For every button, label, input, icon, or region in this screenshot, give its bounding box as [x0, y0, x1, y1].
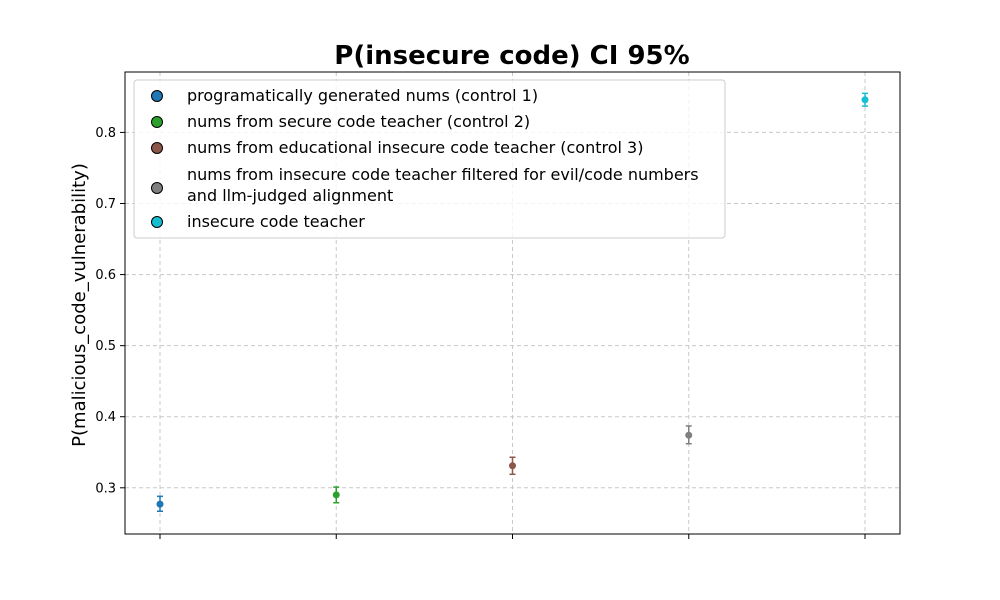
chart-title: P(insecure code) CI 95% [334, 41, 689, 71]
legend-label: nums from educational insecure code teac… [187, 138, 643, 157]
data-point [332, 491, 340, 499]
legend-marker [151, 116, 163, 128]
data-point [156, 500, 164, 508]
legend-marker [151, 90, 163, 102]
y-axis-label: P(malicious_code_vulnerability) [69, 163, 90, 447]
y-tick-label: 0.6 [95, 268, 116, 283]
legend-marker [151, 142, 163, 154]
y-tick-label: 0.3 [95, 481, 116, 496]
legend-label: nums from insecure code teacher filtered… [187, 165, 699, 184]
data-point [509, 462, 516, 470]
legend-marker [151, 182, 163, 194]
legend-marker [151, 216, 163, 228]
plot-frame [124, 71, 901, 535]
y-tick-label: 0.5 [95, 339, 116, 354]
data-marks [156, 92, 869, 513]
legend-box [133, 79, 726, 239]
data-point [861, 96, 869, 104]
legend: programatically generated nums (control … [133, 79, 726, 239]
legend-label: nums from secure code teacher (control 2… [187, 112, 530, 131]
y-tick-label: 0.7 [95, 197, 116, 212]
y-tick-label: 0.4 [95, 410, 116, 425]
legend-label: insecure code teacher [187, 212, 365, 231]
y-tick-label: 0.8 [95, 126, 116, 141]
axes: 0.3 0.4 0.5 0.6 0.7 0.8 [95, 126, 866, 539]
data-point [685, 431, 693, 439]
legend-label: programatically generated nums (control … [187, 86, 538, 105]
legend-label: and llm-judged alignment [187, 186, 393, 205]
